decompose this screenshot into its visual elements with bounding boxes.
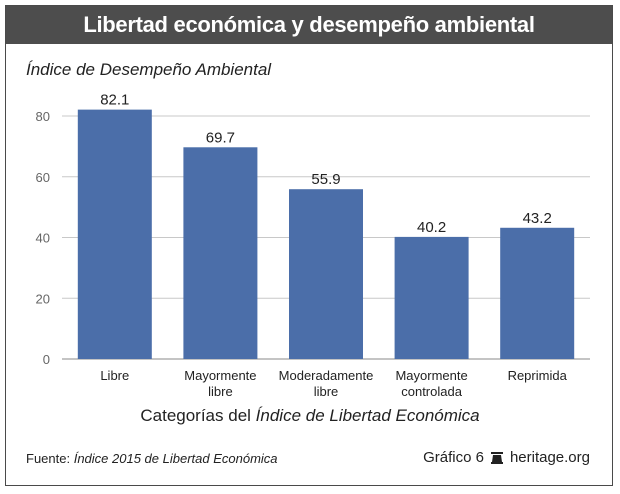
y-tick-label: 0 [43,352,50,367]
x-tick-label: Libre [100,368,129,383]
y-tick-label: 60 [36,170,50,185]
site-link[interactable]: heritage.org [509,449,590,466]
data-label: 43.2 [523,210,552,227]
bell-icon [490,451,503,464]
bar [183,147,258,359]
chart-number: Gráfico 6 [423,449,484,466]
bar [500,227,575,359]
x-tick-label: Moderadamente [279,368,374,383]
y-tick-label: 80 [36,109,50,124]
bar [289,189,363,359]
data-label: 69.7 [206,129,235,146]
bar [394,236,469,359]
x-tick-label: Reprimida [508,368,568,383]
source-text: Índice 2015 de Libertad Económica [73,451,278,466]
x-tick-label: libre [314,384,339,399]
chart-title: Libertad económica y desempeño ambiental [6,6,612,44]
x-axis-title: Categorías del Índice de Libertad Económ… [0,406,620,426]
x-tick-label: controlada [401,384,462,399]
source-note: Fuente: Índice 2015 de Libertad Económic… [26,451,278,466]
x-axis-title-prefix: Categorías del [140,406,256,425]
x-tick-label: Mayormente [184,368,256,383]
data-label: 55.9 [311,171,340,188]
credit: Gráfico 6 heritage.org [423,449,590,466]
x-tick-label: libre [208,384,233,399]
x-axis-title-index: Índice de Libertad Económica [255,406,480,425]
data-label: 82.1 [100,92,129,109]
x-tick-label: Mayormente [395,368,467,383]
bar [77,109,152,359]
y-tick-label: 20 [36,291,50,306]
source-label: Fuente: [26,451,71,466]
y-tick-label: 40 [36,231,50,246]
data-label: 40.2 [417,219,446,236]
y-axis-title: Índice de Desempeño Ambiental [26,60,272,79]
